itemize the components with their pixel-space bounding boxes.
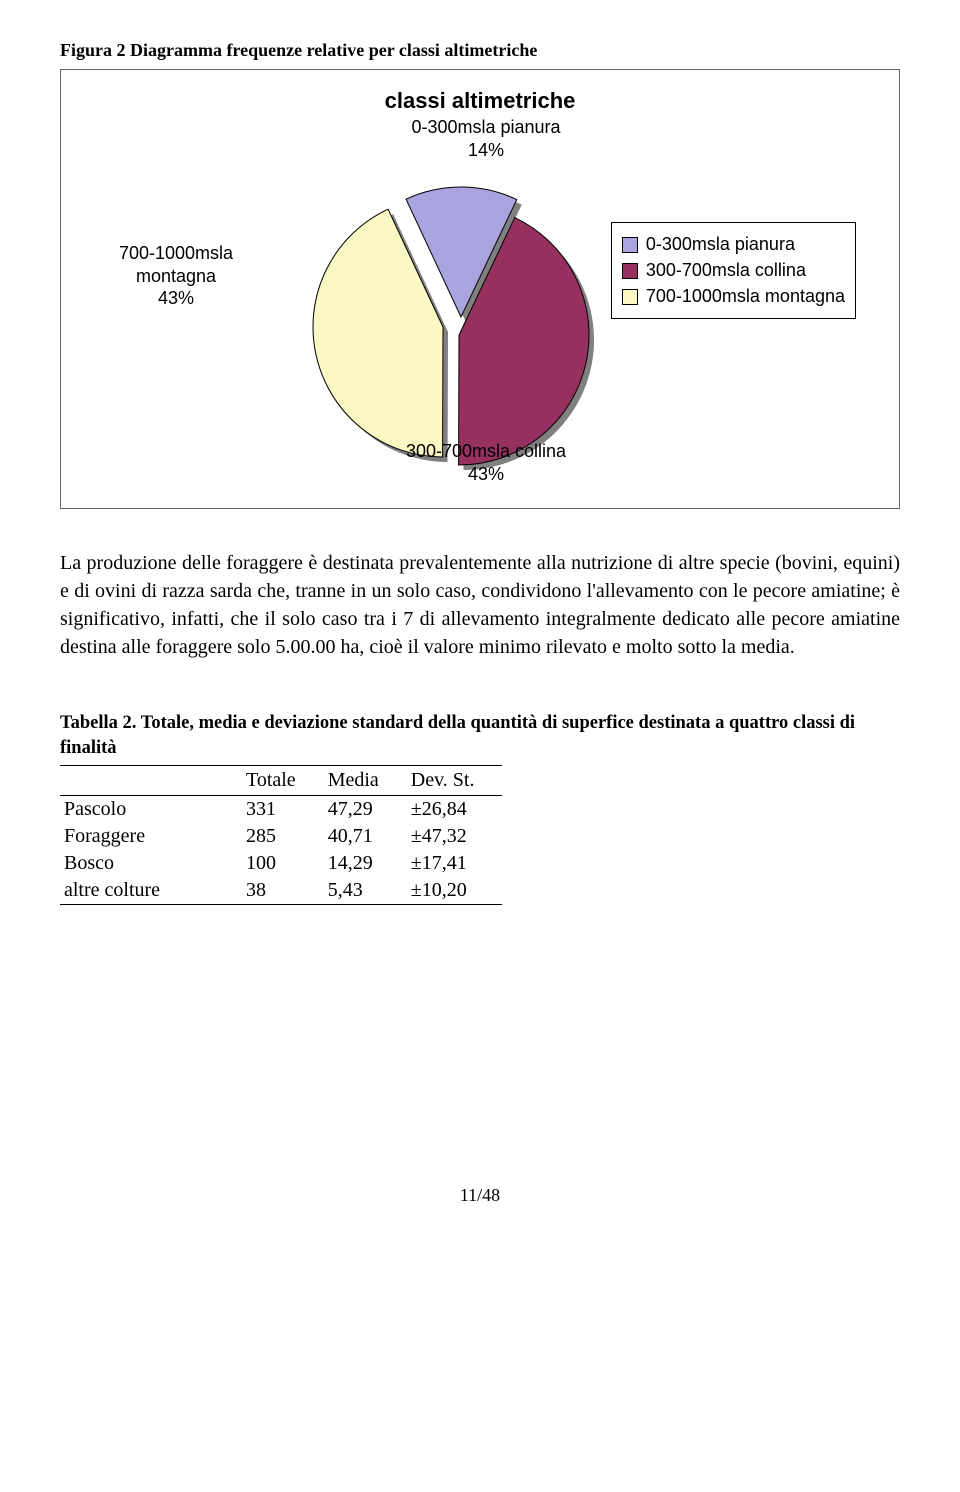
chart-title: classi altimetriche [86, 88, 874, 114]
table-cell: Pascolo [60, 795, 242, 823]
table-cell: 100 [242, 850, 324, 877]
legend-swatch [622, 289, 638, 305]
table-header-row: Totale Media Dev. St. [60, 765, 502, 795]
legend-item: 0-300msla pianura [622, 234, 845, 255]
legend-swatch [622, 237, 638, 253]
col-header [60, 765, 242, 795]
table-cell: altre colture [60, 877, 242, 905]
table-cell: ±47,32 [407, 823, 503, 850]
table-cell: 331 [242, 795, 324, 823]
slice-label-0: 0-300msla pianura 14% [391, 116, 581, 161]
col-header: Media [324, 765, 407, 795]
table-cell: Foraggere [60, 823, 242, 850]
col-header: Dev. St. [407, 765, 503, 795]
table-cell: 285 [242, 823, 324, 850]
table-cell: 14,29 [324, 850, 407, 877]
table-cell: ±26,84 [407, 795, 503, 823]
chart-area: 700-1000msla montagna 43% 0-300msla pian… [86, 122, 874, 482]
legend-text: 300-700msla collina [646, 260, 806, 281]
legend: 0-300msla pianura 300-700msla collina 70… [611, 222, 856, 319]
slice-label-2: 700-1000msla montagna 43% [91, 242, 261, 310]
page-number: 11/48 [60, 1185, 900, 1206]
figure-caption: Figura 2 Diagramma frequenze relative pe… [60, 40, 900, 61]
legend-text: 0-300msla pianura [646, 234, 795, 255]
table-cell: 47,29 [324, 795, 407, 823]
body-paragraph: La produzione delle foraggere è destinat… [60, 549, 900, 661]
table-cell: ±17,41 [407, 850, 503, 877]
table-caption: Tabella 2. Totale, media e deviazione st… [60, 711, 900, 761]
table-row: Pascolo33147,29±26,84 [60, 795, 502, 823]
legend-swatch [622, 263, 638, 279]
table-cell: 40,71 [324, 823, 407, 850]
table-row: Bosco10014,29±17,41 [60, 850, 502, 877]
table-cell: Bosco [60, 850, 242, 877]
data-table: Totale Media Dev. St. Pascolo33147,29±26… [60, 765, 502, 905]
pie-chart-container: classi altimetriche 700-1000msla montagn… [60, 69, 900, 509]
legend-item: 700-1000msla montagna [622, 286, 845, 307]
legend-item: 300-700msla collina [622, 260, 845, 281]
table-row: altre colture385,43±10,20 [60, 877, 502, 905]
table-row: Foraggere28540,71±47,32 [60, 823, 502, 850]
legend-text: 700-1000msla montagna [646, 286, 845, 307]
table-cell: 38 [242, 877, 324, 905]
col-header: Totale [242, 765, 324, 795]
table-cell: 5,43 [324, 877, 407, 905]
table-cell: ±10,20 [407, 877, 503, 905]
slice-label-1: 300-700msla collina 43% [386, 440, 586, 485]
